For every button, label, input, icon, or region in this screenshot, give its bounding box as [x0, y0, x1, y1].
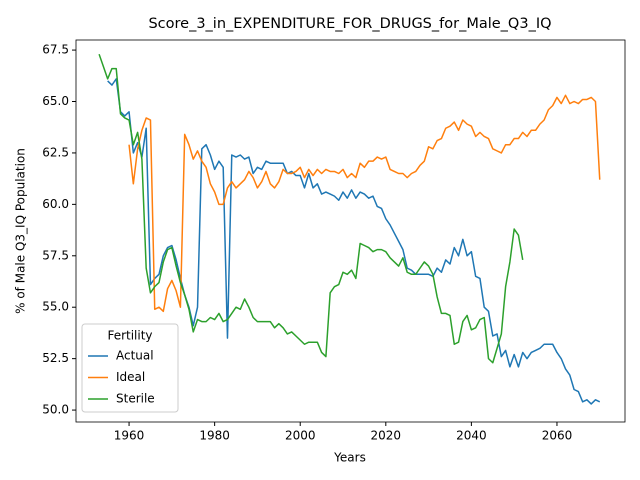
y-tick-label: 50.0: [42, 403, 69, 417]
x-axis-label: Years: [333, 451, 366, 465]
y-tick-label: 65.0: [42, 94, 69, 108]
x-tick-label: 1960: [114, 429, 145, 443]
series-line: [128, 94, 601, 313]
legend-label: Actual: [116, 349, 154, 363]
y-axis-label: % of Male Q3_IQ Population: [14, 148, 28, 314]
y-tick-label: 67.5: [42, 43, 69, 57]
y-tick-label: 52.5: [42, 351, 69, 365]
y-tick-label: 55.0: [42, 300, 69, 314]
x-tick-label: 2060: [542, 429, 573, 443]
plot-frame: [75, 39, 626, 423]
legend-label: Ideal: [116, 370, 145, 384]
series-line: [98, 53, 524, 364]
y-tick-label: 57.5: [42, 248, 69, 262]
y-tick-label: 60.0: [42, 197, 69, 211]
legend-box: [81, 323, 179, 413]
chart-title: Score_3_in_EXPENDITURE_FOR_DRUGS_for_Mal…: [148, 16, 551, 32]
x-tick-label: 1980: [199, 429, 230, 443]
legend-label: Sterile: [116, 392, 155, 406]
x-tick-label: 2020: [371, 429, 402, 443]
legend-title: Fertility: [107, 329, 152, 343]
y-tick-label: 62.5: [42, 145, 69, 159]
x-tick-label: 2040: [456, 429, 487, 443]
x-tick-label: 2000: [285, 429, 316, 443]
